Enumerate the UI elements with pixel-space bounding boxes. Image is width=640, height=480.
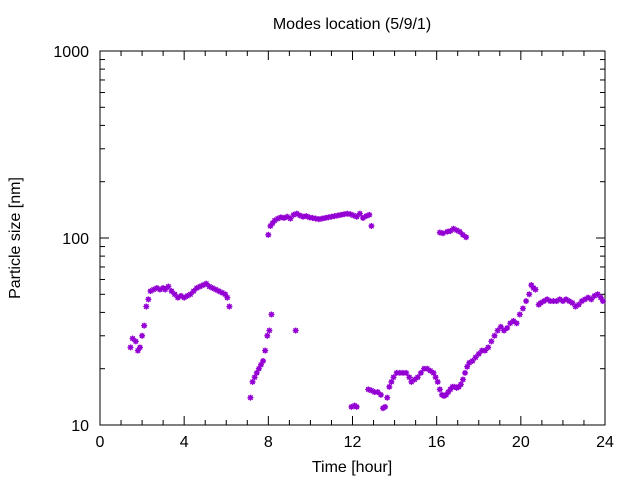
data-point <box>265 231 272 238</box>
data-point <box>366 211 373 218</box>
data-point <box>382 403 389 410</box>
data-point <box>588 296 595 303</box>
data-point <box>469 357 476 364</box>
x-tick-label: 0 <box>96 434 105 451</box>
x-tick-label: 24 <box>596 434 614 451</box>
data-point <box>356 210 363 217</box>
x-tick-label: 8 <box>264 434 273 451</box>
data-point <box>224 294 231 301</box>
data-point <box>390 374 397 381</box>
data-point <box>532 286 539 293</box>
data-point <box>439 230 446 237</box>
data-point <box>226 303 233 310</box>
y-tick-label: 1000 <box>53 44 89 61</box>
data-point <box>417 369 424 376</box>
data-point <box>260 357 267 364</box>
data-point <box>497 323 504 330</box>
data-point <box>523 298 530 305</box>
data-point <box>262 347 269 354</box>
data-point <box>268 311 275 318</box>
y-tick-label: 10 <box>71 418 89 435</box>
data-point <box>264 332 271 339</box>
data-point <box>292 327 299 334</box>
data-point <box>510 317 517 324</box>
data-point <box>436 386 443 393</box>
data-point <box>353 213 360 220</box>
plot-frame <box>99 50 606 426</box>
data-point <box>432 374 439 381</box>
data-point <box>513 320 520 327</box>
data-point <box>488 338 495 345</box>
data-point <box>377 391 384 398</box>
data-point <box>569 299 576 306</box>
data-point <box>368 222 375 229</box>
data-point <box>457 381 464 388</box>
data-point <box>491 332 498 339</box>
data-point <box>136 344 143 351</box>
data-point <box>386 383 393 390</box>
data-point <box>143 303 150 310</box>
x-axis-title: Time [hour] <box>312 459 392 476</box>
data-point <box>526 291 533 298</box>
data-point <box>403 369 410 376</box>
data-point <box>462 369 469 376</box>
data-point <box>139 332 146 339</box>
data-point <box>249 378 256 385</box>
data-point <box>434 378 441 385</box>
data-point <box>516 311 523 318</box>
y-axis-title: Particle size [nm] <box>7 177 24 299</box>
data-point <box>371 389 378 396</box>
data-point <box>266 327 273 334</box>
data-point <box>187 291 194 298</box>
data-point <box>247 394 254 401</box>
x-tick-label: 4 <box>180 434 189 451</box>
data-points <box>127 210 606 412</box>
data-point <box>141 322 148 329</box>
x-tick-label: 20 <box>512 434 530 451</box>
data-point <box>504 325 511 332</box>
axis-ticks <box>99 51 606 426</box>
data-point <box>353 403 360 410</box>
y-tick-label: 100 <box>62 231 89 248</box>
data-point <box>463 234 470 241</box>
data-point <box>485 344 492 351</box>
data-point <box>215 288 222 295</box>
data-point <box>599 298 606 305</box>
data-point <box>540 298 547 305</box>
data-point <box>257 361 264 368</box>
data-point <box>388 378 395 385</box>
tick-labels: 0 4 8 12 16 20 24 10 100 1000 <box>53 44 614 451</box>
data-point <box>287 215 294 222</box>
data-point <box>414 374 421 381</box>
x-tick-label: 16 <box>428 434 446 451</box>
data-point <box>384 394 391 401</box>
data-point <box>165 283 172 290</box>
data-point <box>303 213 310 220</box>
x-tick-label: 12 <box>344 434 362 451</box>
data-point <box>145 296 152 303</box>
data-point <box>430 369 437 376</box>
data-point <box>459 376 466 383</box>
data-point <box>406 374 413 381</box>
data-point <box>519 305 526 312</box>
data-point <box>127 344 134 351</box>
data-point <box>132 338 139 345</box>
chart-title: Modes location (5/9/1) <box>273 16 431 33</box>
data-point <box>597 294 604 301</box>
